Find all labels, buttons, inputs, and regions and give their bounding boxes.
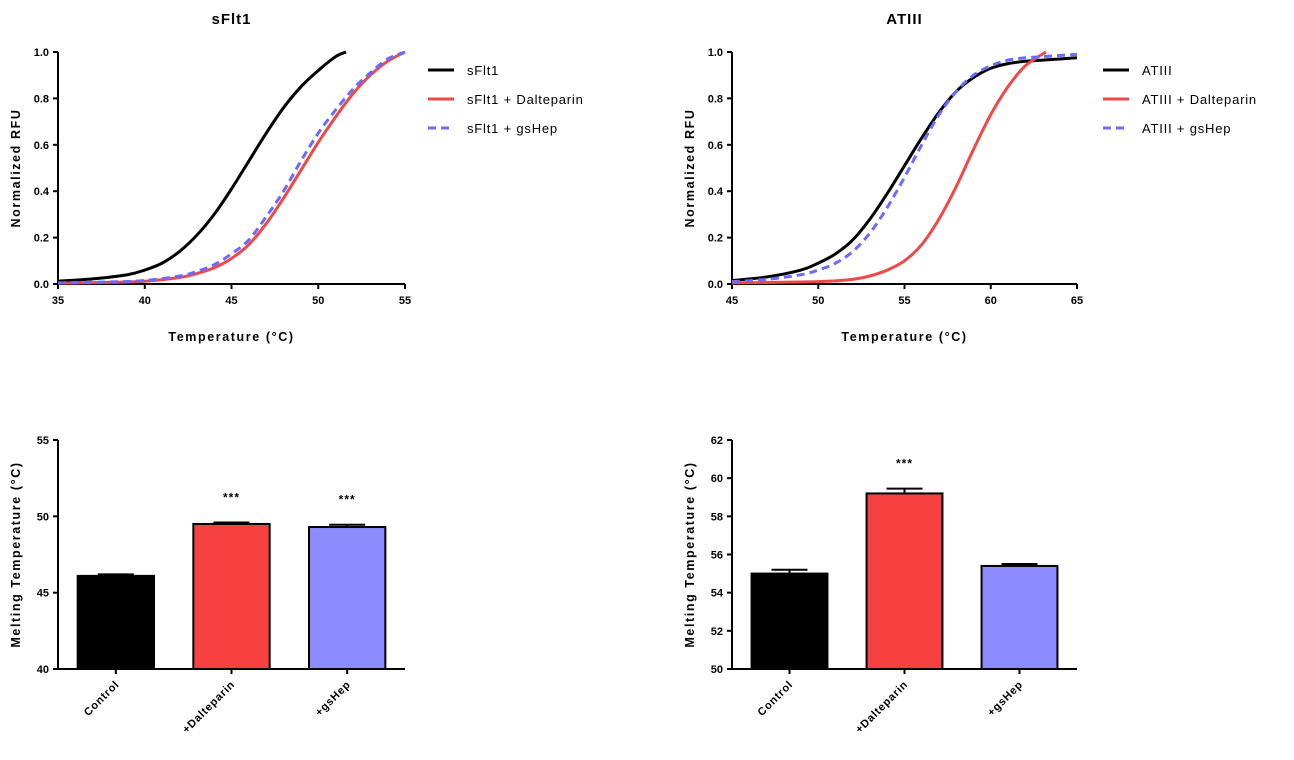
series-line-sflt1-gshep [57, 50, 406, 285]
y-axis-label: Normalized RFU [9, 109, 23, 228]
legend-label: ATIII + gsHep [1142, 121, 1231, 136]
x-tick-label: 55 [898, 295, 910, 307]
category-label: +gsHep [985, 679, 1025, 719]
legend-label: ATIII [1142, 63, 1172, 78]
y-tick-label: 0.2 [708, 233, 723, 245]
bar-dalteparin [865, 492, 944, 670]
y-tick-label: 55 [37, 435, 49, 447]
y-tick-label: 45 [37, 588, 49, 600]
y-tick-label: 56 [711, 550, 723, 562]
y-tick-label: 0.6 [708, 140, 723, 152]
category-label: +gsHep [313, 679, 353, 719]
y-tick-label: 0.4 [34, 186, 50, 198]
series-line-sflt1 [57, 50, 347, 283]
y-tick-label: 60 [711, 473, 723, 485]
y-tick-label: 58 [711, 511, 723, 523]
legend-label: sFlt1 [467, 63, 499, 78]
y-axis-label: Normalized RFU [683, 109, 697, 228]
significance-label: *** [339, 493, 356, 507]
panel-atiii-melt-curve: ATIII 0.0 0.2 0.4 0.6 0.8 1.0 45 50 55 60 65 Tempera… [683, 11, 1257, 344]
series-line-atiii-dalteparin [731, 50, 1047, 285]
x-axis-label: Temperature (°C) [841, 330, 967, 344]
significance-label: *** [223, 490, 240, 504]
legend-label: ATIII + Dalteparin [1142, 92, 1257, 107]
bar-control [750, 572, 829, 670]
chart-title: sFlt1 [211, 11, 251, 28]
x-tick-label: 45 [726, 295, 738, 307]
x-tick-label: 65 [1071, 295, 1083, 307]
y-tick-label: 52 [711, 626, 723, 638]
x-axis-label: Temperature (°C) [168, 330, 294, 344]
y-tick-label: 1.0 [34, 47, 49, 59]
y-tick-label: 50 [37, 511, 49, 523]
panel-sflt1-melt-curve: sFlt1 0.0 0.2 0.4 0.6 0.8 1.0 35 40 45 50 55 Tempera… [9, 11, 584, 344]
chart-title: ATIII [886, 11, 922, 28]
bar-control [76, 574, 156, 671]
x-tick-label: 50 [812, 295, 824, 307]
panel-sflt1-melting-temperature-bars: 40 45 50 55 Melting Temperature (°C) Control +… [9, 435, 405, 736]
significance-label: *** [896, 457, 913, 471]
y-tick-label: 1.0 [708, 47, 723, 59]
panel-atiii-melting-temperature-bars: 50 52 54 56 58 60 62 Melting Temperature (°C) Co… [683, 435, 1077, 736]
y-tick-label: 0.8 [708, 93, 723, 105]
category-label: Control [756, 679, 796, 719]
x-tick-label: 50 [312, 295, 324, 307]
y-tick-label: 50 [711, 664, 723, 676]
x-tick-label: 55 [399, 295, 411, 307]
y-tick-label: 54 [711, 588, 724, 600]
y-axis-label: Melting Temperature (°C) [683, 461, 697, 647]
y-tick-label: 0.8 [34, 93, 49, 105]
x-tick-label: 40 [139, 295, 151, 307]
bar-gshep [307, 526, 387, 671]
y-tick-label: 0.0 [708, 279, 723, 291]
category-label: +Dalteparin [853, 679, 910, 736]
y-tick-label: 0.0 [34, 279, 49, 291]
y-tick-label: 62 [711, 435, 723, 447]
series-line-atiii [731, 56, 1078, 283]
x-tick-label: 45 [225, 295, 237, 307]
legend-label: sFlt1 + Dalteparin [467, 92, 584, 107]
series-line-sflt1-dalteparin [57, 50, 406, 285]
y-axis-label: Melting Temperature (°C) [9, 461, 23, 647]
y-tick-label: 40 [37, 664, 49, 676]
x-tick-label: 60 [985, 295, 997, 307]
y-tick-label: 0.6 [34, 140, 49, 152]
x-tick-label: 35 [52, 295, 64, 307]
series-line-atiii-gshep [731, 52, 1078, 284]
legend-label: sFlt1 + gsHep [467, 121, 558, 136]
bar-dalteparin [192, 522, 271, 671]
category-label: +Dalteparin [180, 679, 237, 736]
bar-gshep [980, 564, 1059, 671]
y-tick-label: 0.4 [708, 186, 724, 198]
category-label: Control [82, 679, 122, 719]
y-tick-label: 0.2 [34, 233, 49, 245]
